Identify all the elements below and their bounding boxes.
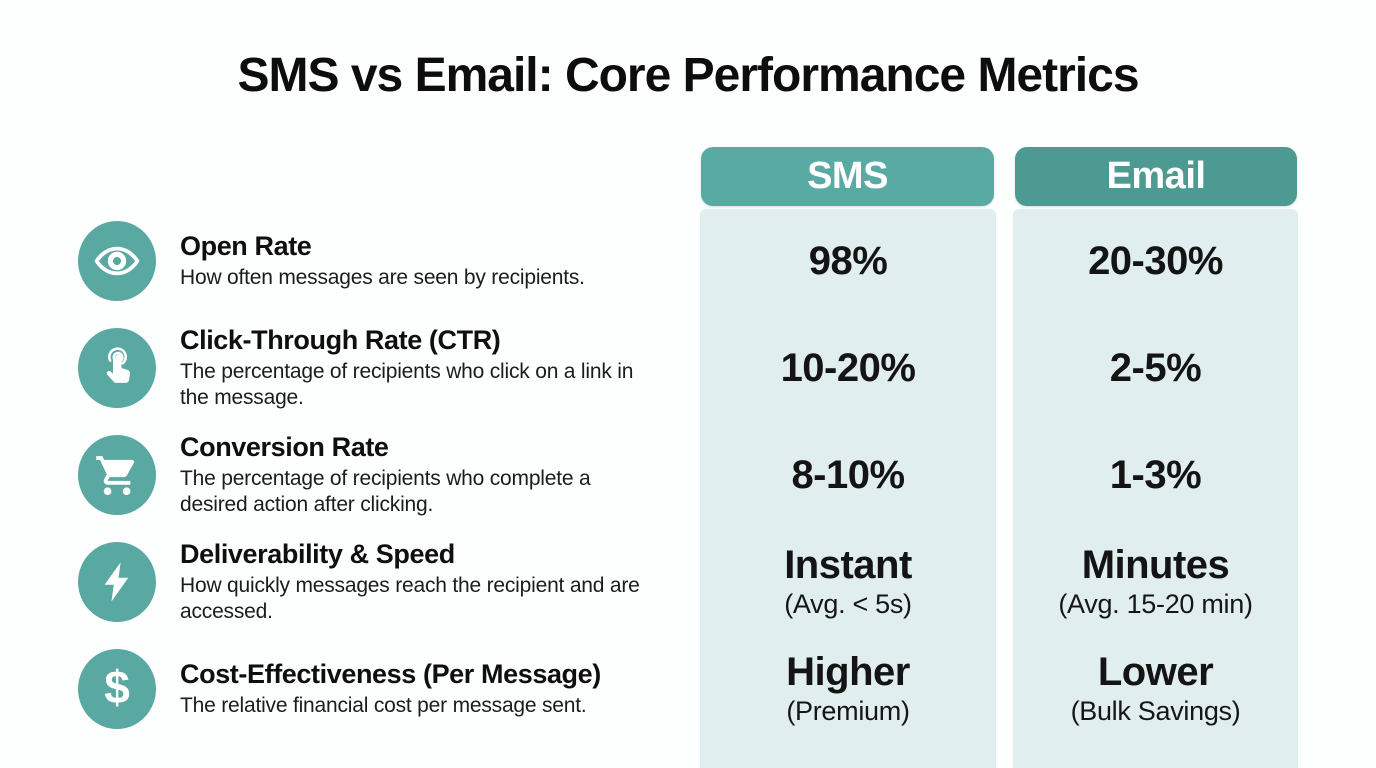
sms-column-header: SMS <box>701 147 994 206</box>
metric-description: The percentage of recipients who complet… <box>180 467 591 517</box>
cart-icon <box>78 434 156 515</box>
metric-description: How quickly messages reach the recipient… <box>180 574 640 624</box>
email-column-header: Email <box>1015 147 1297 206</box>
eye-icon <box>78 220 156 301</box>
sms-column-background <box>700 209 996 768</box>
metric-row-cost-effectiveness: $ Cost-Effectiveness (Per Message) The r… <box>78 635 678 742</box>
email-cost-value: Lower <box>1097 649 1214 694</box>
email-open-rate-cell: 20-30% <box>1013 207 1298 314</box>
email-deliverability-note: (Avg. 15-20 min) <box>1058 588 1253 619</box>
sms-open-rate-cell: 98% <box>700 207 996 314</box>
email-column-background <box>1013 209 1298 768</box>
sms-cost-value: Higher <box>786 649 910 694</box>
tap-icon <box>78 327 156 408</box>
email-ctr-value: 2-5% <box>1109 345 1202 390</box>
email-deliverability-value: Minutes <box>1081 542 1230 587</box>
sms-ctr-cell: 10-20% <box>700 314 996 421</box>
metric-title: Cost-Effectiveness (Per Message) <box>180 658 601 689</box>
metric-description: The relative financial cost per message … <box>180 694 587 718</box>
sms-deliverability-cell: Instant (Avg. < 5s) <box>700 528 996 635</box>
sms-deliverability-note: (Avg. < 5s) <box>784 588 912 619</box>
metric-row-deliverability: Deliverability & Speed How quickly messa… <box>78 528 678 635</box>
page-title: SMS vs Email: Core Performance Metrics <box>237 49 1139 102</box>
email-deliverability-cell: Minutes (Avg. 15-20 min) <box>1013 528 1298 635</box>
metric-title: Conversion Rate <box>180 431 389 462</box>
sms-ctr-value: 10-20% <box>780 345 916 390</box>
metric-row-conversion-rate: Conversion Rate The percentage of recipi… <box>78 421 678 528</box>
sms-cost-note: (Premium) <box>786 695 910 726</box>
email-cost-cell: Lower (Bulk Savings) <box>1013 635 1298 742</box>
email-cost-note: (Bulk Savings) <box>1070 695 1241 726</box>
metric-title: Open Rate <box>180 230 312 261</box>
sms-conversion-cell: 8-10% <box>700 421 996 528</box>
email-conversion-value: 1-3% <box>1109 452 1202 497</box>
sms-deliverability-value: Instant <box>784 542 912 587</box>
metric-title: Click-Through Rate (CTR) <box>180 324 501 355</box>
metric-title: Deliverability & Speed <box>180 538 455 569</box>
metric-row-open-rate: Open Rate How often messages are seen by… <box>78 207 678 314</box>
sms-conversion-value: 8-10% <box>791 452 905 497</box>
bolt-icon <box>78 541 156 622</box>
email-ctr-cell: 2-5% <box>1013 314 1298 421</box>
sms-open-rate-value: 98% <box>808 238 888 283</box>
email-conversion-cell: 1-3% <box>1013 421 1298 528</box>
metric-row-ctr: Click-Through Rate (CTR) The percentage … <box>78 314 678 421</box>
metric-description: How often messages are seen by recipient… <box>180 266 585 290</box>
email-open-rate-value: 20-30% <box>1088 238 1223 283</box>
dollar-icon: $ <box>78 648 156 729</box>
sms-cost-cell: Higher (Premium) <box>700 635 996 742</box>
metric-description: The percentage of recipients who click o… <box>180 360 634 410</box>
